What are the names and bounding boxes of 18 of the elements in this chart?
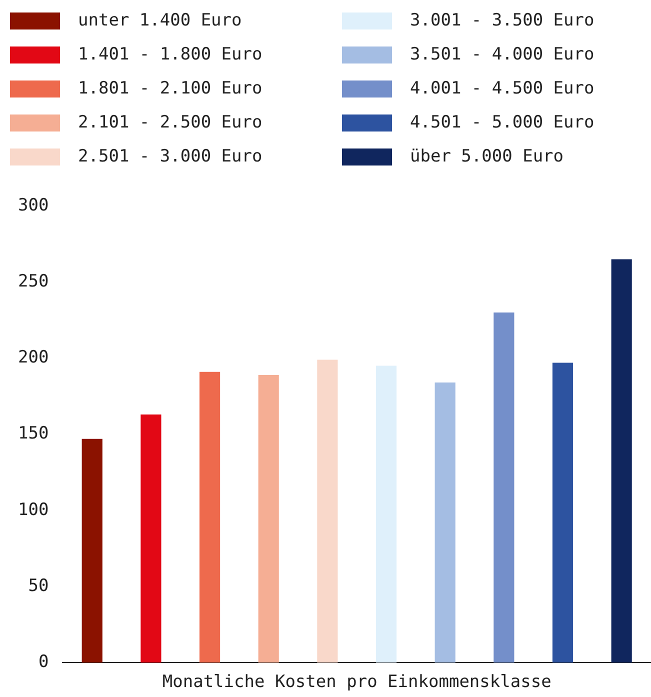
legend-label: 4.501 - 5.000 Euro bbox=[410, 112, 594, 132]
legend-label: 1.801 - 2.100 Euro bbox=[78, 78, 262, 98]
legend-label: 4.001 - 4.500 Euro bbox=[410, 78, 594, 98]
legend-label: 3.501 - 4.000 Euro bbox=[410, 44, 594, 64]
x-axis-title: Monatliche Kosten pro Einkommensklasse bbox=[162, 672, 552, 692]
legend-label: 1.401 - 1.800 Euro bbox=[78, 44, 262, 64]
legend-label: unter 1.400 Euro bbox=[78, 10, 242, 30]
y-tick-label: 300 bbox=[18, 195, 49, 216]
y-tick-label: 200 bbox=[18, 348, 49, 368]
y-tick-label: 50 bbox=[28, 576, 49, 596]
y-tick-label: 0 bbox=[38, 652, 49, 672]
legend-label: 3.001 - 3.500 Euro bbox=[410, 10, 594, 30]
legend-label: 2.101 - 2.500 Euro bbox=[78, 112, 262, 132]
legend-label: 2.501 - 3.000 Euro bbox=[78, 146, 262, 166]
y-tick-label: 100 bbox=[18, 500, 49, 520]
legend-label: über 5.000 Euro bbox=[410, 146, 564, 166]
y-tick-label: 250 bbox=[18, 272, 49, 292]
y-tick-label: 150 bbox=[18, 424, 49, 444]
